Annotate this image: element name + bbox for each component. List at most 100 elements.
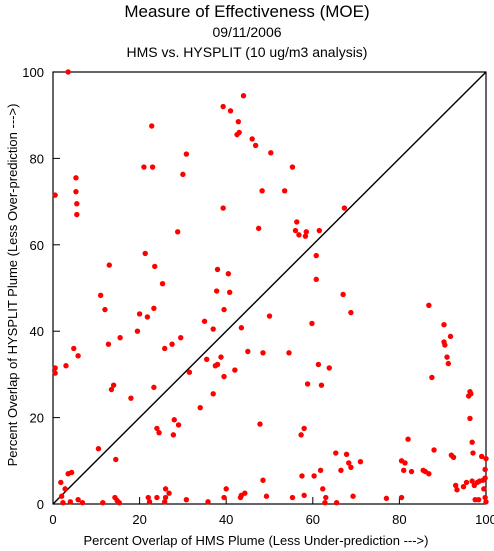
data-point [333, 450, 339, 456]
data-point [65, 69, 71, 75]
data-point [154, 425, 160, 432]
data-point [431, 447, 437, 453]
data-point [302, 233, 309, 239]
data-point [301, 492, 307, 499]
y-tick-label: 40 [30, 324, 44, 339]
data-point [227, 108, 234, 114]
data-point [95, 446, 102, 452]
data-point [346, 460, 352, 466]
x-tick-label: 80 [392, 512, 406, 527]
data-point [323, 494, 329, 501]
data-point [304, 381, 311, 387]
data-point [58, 479, 64, 486]
data-point [108, 386, 115, 393]
y-axis-ticks: 0 20 40 60 80 100 [22, 65, 60, 512]
data-point [117, 334, 123, 341]
data-point [348, 464, 354, 470]
data-point [338, 467, 344, 474]
data-point [259, 188, 265, 194]
data-point [441, 322, 447, 328]
data-point [401, 467, 407, 474]
data-point [467, 415, 473, 422]
data-point [136, 311, 143, 317]
data-point [313, 276, 319, 283]
data-point [266, 313, 273, 319]
data-point [74, 211, 80, 218]
data-point [350, 493, 356, 499]
data-point [442, 342, 448, 348]
data-point [73, 188, 79, 195]
data-point [151, 384, 157, 391]
data-point [309, 320, 315, 327]
data-point [162, 345, 168, 352]
data-point [294, 219, 300, 225]
data-point [296, 232, 302, 238]
data-point [68, 469, 75, 476]
data-point [468, 391, 474, 397]
data-point [142, 250, 148, 257]
data-point [52, 365, 58, 371]
data-point [357, 458, 364, 465]
data-point [383, 495, 390, 502]
data-point [67, 499, 74, 505]
data-point [444, 354, 450, 360]
y-axis-label: Percent Overlap of HYSPLIT Plume (Less O… [5, 104, 20, 467]
data-point [483, 499, 489, 505]
data-point [426, 471, 432, 477]
data-point [134, 328, 141, 334]
data-point [481, 486, 487, 492]
data-point [58, 493, 65, 499]
data-point [180, 171, 186, 178]
data-point [242, 490, 248, 496]
data-point [152, 263, 158, 270]
data-point [223, 486, 229, 492]
data-point [257, 421, 263, 427]
data-point [447, 333, 454, 340]
data-point [146, 499, 153, 505]
data-point [460, 484, 467, 490]
data-point [426, 302, 432, 308]
data-point [159, 280, 166, 287]
data-point [316, 227, 322, 234]
data-point [469, 439, 475, 445]
data-point [183, 151, 190, 157]
data-point [315, 361, 322, 368]
one-to-one-line [52, 71, 487, 505]
x-tick-label: 20 [132, 512, 146, 527]
data-point [225, 271, 232, 277]
data-point [289, 494, 296, 501]
data-point [482, 494, 488, 501]
data-point [469, 478, 475, 484]
data-point [145, 494, 151, 501]
data-point [238, 325, 245, 331]
data-point [186, 369, 193, 375]
data-point [62, 486, 68, 492]
data-point [214, 361, 221, 368]
data-point [102, 306, 108, 313]
data-point [303, 229, 310, 235]
data-point [483, 455, 489, 462]
data-point [260, 350, 266, 356]
data-point [116, 500, 122, 506]
data-point [63, 363, 69, 369]
data-point [52, 192, 58, 198]
y-tick-label: 60 [30, 238, 44, 253]
x-tick-label: 40 [219, 512, 233, 527]
data-point [333, 500, 340, 506]
data-point [478, 453, 485, 460]
data-point [322, 500, 328, 506]
chart-date: 09/11/2006 [212, 24, 281, 40]
data-point [318, 382, 325, 388]
data-point [141, 164, 147, 170]
data-point [408, 468, 415, 475]
data-point [197, 404, 203, 411]
data-point [166, 490, 172, 496]
x-tick-label: 100 [475, 512, 494, 527]
data-point [301, 425, 307, 432]
data-point [220, 205, 226, 211]
data-point [171, 417, 177, 423]
data-point [220, 103, 226, 110]
data-point [236, 129, 242, 136]
data-point [73, 175, 79, 181]
